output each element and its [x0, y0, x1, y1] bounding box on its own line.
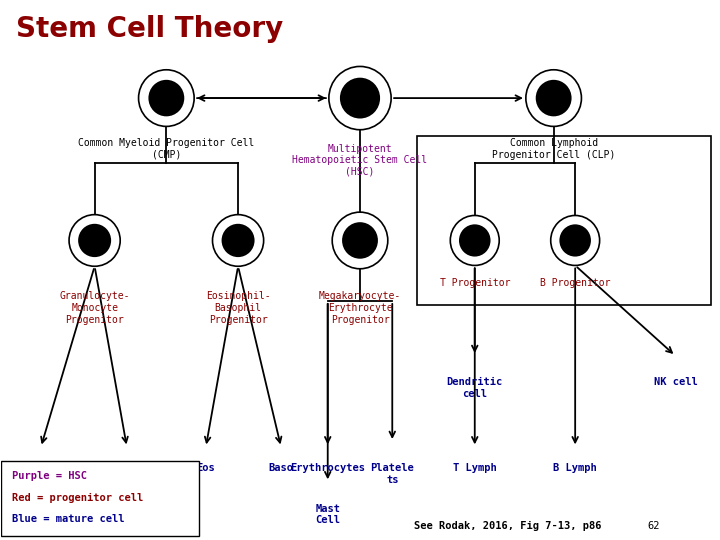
- Text: Dendritic
cell: Dendritic cell: [446, 377, 503, 399]
- Ellipse shape: [450, 215, 499, 266]
- Text: Purple = HSC: Purple = HSC: [12, 471, 87, 482]
- Text: Baso: Baso: [269, 463, 294, 474]
- Ellipse shape: [536, 80, 572, 116]
- Text: Blue = mature cell: Blue = mature cell: [12, 515, 125, 524]
- Ellipse shape: [559, 224, 591, 256]
- Ellipse shape: [329, 66, 391, 130]
- Text: Platele
ts: Platele ts: [370, 463, 414, 485]
- Text: See Rodak, 2016, Fig 7-13, p86: See Rodak, 2016, Fig 7-13, p86: [414, 521, 601, 531]
- Text: Common Myeloid Progenitor Cell
(CMP): Common Myeloid Progenitor Cell (CMP): [78, 138, 254, 160]
- Text: Mono: Mono: [114, 463, 140, 474]
- Text: 62: 62: [647, 521, 660, 531]
- FancyBboxPatch shape: [1, 461, 199, 536]
- Text: Red = progenitor cell: Red = progenitor cell: [12, 493, 143, 503]
- Ellipse shape: [459, 224, 490, 256]
- Ellipse shape: [69, 214, 120, 266]
- Text: Stem Cell Theory: Stem Cell Theory: [16, 15, 283, 43]
- Ellipse shape: [342, 222, 378, 259]
- Ellipse shape: [551, 215, 600, 266]
- Text: Neut: Neut: [28, 463, 53, 474]
- Text: T Lymph: T Lymph: [453, 463, 497, 474]
- Ellipse shape: [340, 78, 380, 118]
- Text: B Progenitor: B Progenitor: [540, 278, 611, 288]
- Text: Common Lymphoid
Progenitor Cell (CLP): Common Lymphoid Progenitor Cell (CLP): [492, 138, 616, 160]
- Text: Eos: Eos: [197, 463, 215, 474]
- Ellipse shape: [148, 80, 184, 116]
- Text: B Lymph: B Lymph: [553, 463, 597, 474]
- Text: NK cell: NK cell: [654, 377, 698, 387]
- Text: Multipotent
Hematopoietic Stem Cell
(HSC): Multipotent Hematopoietic Stem Cell (HSC…: [292, 144, 428, 177]
- Text: Mast
Cell: Mast Cell: [315, 504, 341, 525]
- Ellipse shape: [526, 70, 582, 126]
- Ellipse shape: [222, 224, 255, 257]
- Text: Megakaryocyte-
Erythrocyte
Progenitor: Megakaryocyte- Erythrocyte Progenitor: [319, 292, 401, 325]
- Text: Eosinophil-
Basophil
Progenitor: Eosinophil- Basophil Progenitor: [206, 292, 271, 325]
- Ellipse shape: [212, 214, 264, 266]
- Text: T Progenitor: T Progenitor: [439, 278, 510, 288]
- Ellipse shape: [138, 70, 194, 126]
- Text: Erythrocytes: Erythrocytes: [290, 463, 365, 474]
- Ellipse shape: [332, 212, 388, 269]
- Ellipse shape: [78, 224, 111, 257]
- Text: Granulocyte-
Monocyte
Progenitor: Granulocyte- Monocyte Progenitor: [59, 292, 130, 325]
